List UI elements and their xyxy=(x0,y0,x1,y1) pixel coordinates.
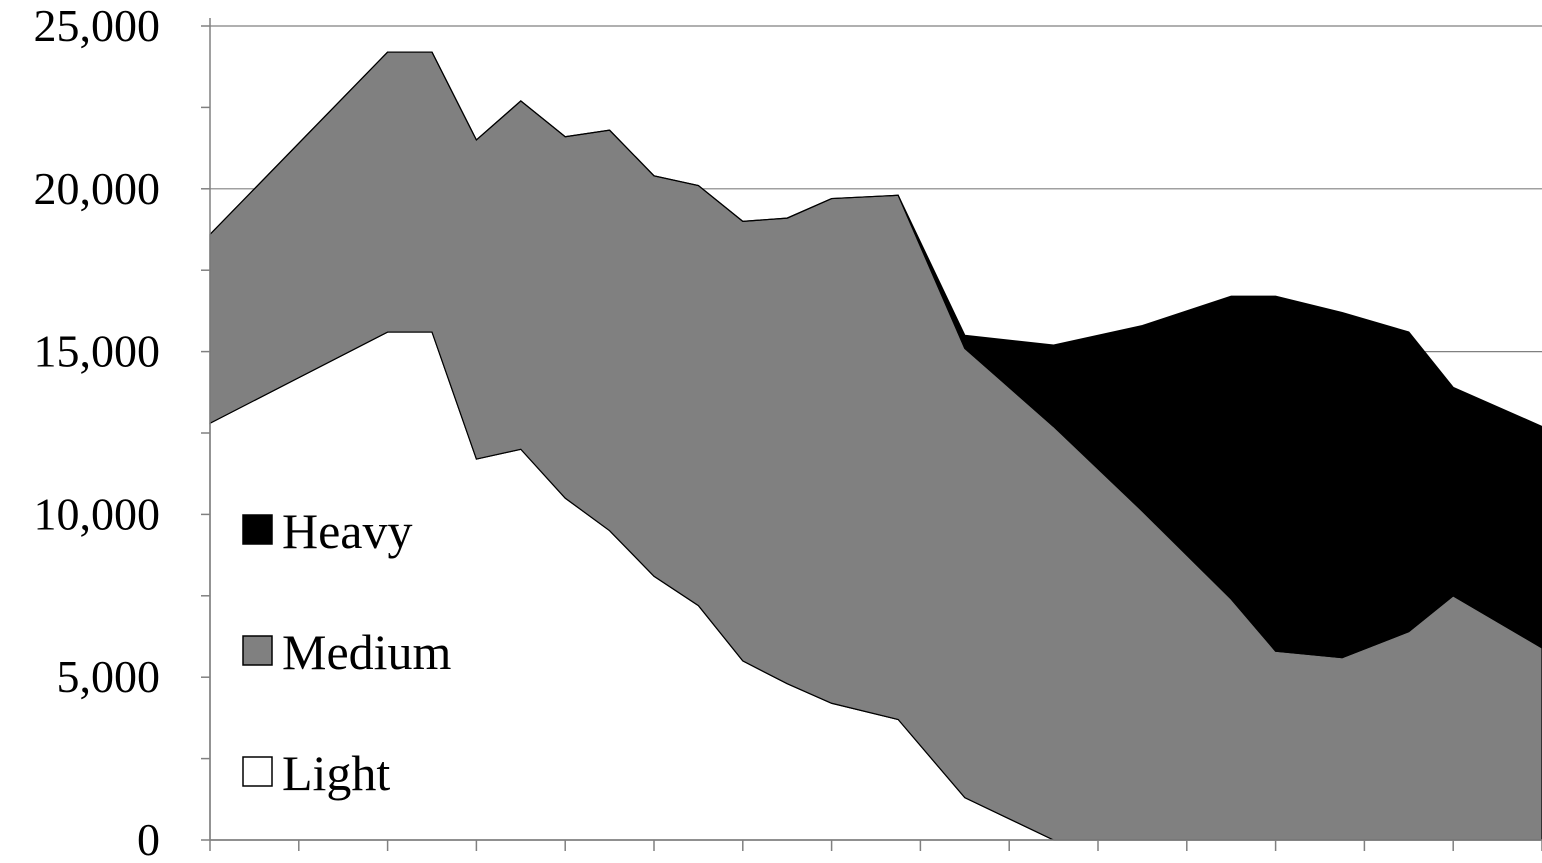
legend-swatch-light xyxy=(242,756,273,787)
legend-label-medium: Medium xyxy=(282,624,452,680)
legend-swatch-medium xyxy=(242,635,273,666)
area-layer xyxy=(209,51,1542,841)
legend-swatch-heavy xyxy=(242,514,273,545)
legend-label-heavy: Heavy xyxy=(282,503,413,559)
axis-layer: 0 5,000 10,000 15,000 20,000 25,000 xyxy=(34,0,1542,863)
y-tick-label: 10,000 xyxy=(34,488,161,539)
y-tick-label: 15,000 xyxy=(34,326,161,377)
y-tick-label: 0 xyxy=(137,814,160,863)
legend: Heavy Medium Light xyxy=(242,503,452,801)
y-tick-label: 5,000 xyxy=(57,651,161,702)
legend-label-light: Light xyxy=(282,745,390,801)
y-tick-label: 20,000 xyxy=(34,163,161,214)
area-series-heavy xyxy=(209,51,1542,659)
y-tick-label: 25,000 xyxy=(34,0,161,51)
